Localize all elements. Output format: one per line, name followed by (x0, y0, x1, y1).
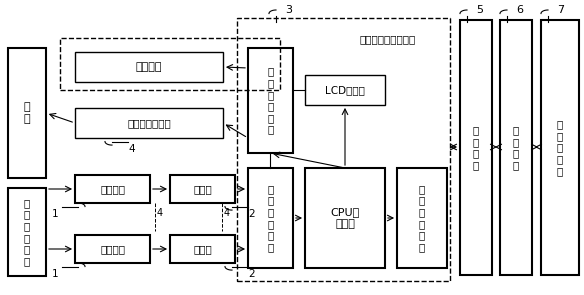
Text: 路
山
设
备: 路 山 设 备 (473, 125, 479, 170)
Bar (500, 20, 532, 275)
Text: 测温探头: 测温探头 (100, 184, 125, 194)
Text: 7: 7 (557, 5, 564, 15)
Text: 5: 5 (476, 5, 483, 15)
Bar (170, 175, 235, 203)
Text: 3: 3 (285, 5, 292, 15)
Bar (75, 235, 150, 263)
Bar (305, 75, 385, 105)
Bar (75, 175, 150, 203)
Bar (8, 188, 46, 276)
Text: LCD显示屏: LCD显示屏 (325, 85, 365, 95)
Bar (8, 48, 46, 178)
Text: 数
据
服
务
器: 数 据 服 务 器 (557, 119, 563, 176)
Text: 信
号
采
集
模
块: 信 号 采 集 模 块 (267, 184, 274, 252)
Text: 网
关
设
备: 网 关 设 备 (513, 125, 519, 170)
Text: 测温探头: 测温探头 (100, 244, 125, 254)
Text: 2: 2 (248, 270, 255, 279)
Bar (60, 38, 280, 90)
Text: 4: 4 (224, 208, 230, 218)
Bar (75, 108, 223, 138)
Bar (305, 168, 385, 268)
Text: 2: 2 (248, 209, 255, 219)
Text: 1: 1 (52, 270, 59, 279)
Text: 终端采集与控制设备: 终端采集与控制设备 (360, 34, 416, 44)
Text: 无
线
网
络
模
块: 无 线 网 络 模 块 (419, 184, 425, 252)
Text: 三相固态继电器: 三相固态继电器 (127, 118, 171, 128)
Text: 1: 1 (52, 209, 59, 219)
Bar (237, 18, 450, 281)
Bar (75, 52, 223, 82)
Text: 6: 6 (516, 5, 523, 15)
Text: 变送器: 变送器 (193, 184, 212, 194)
Text: 4: 4 (157, 208, 163, 218)
Bar (170, 235, 235, 263)
Text: 焊
机: 焊 机 (24, 102, 30, 124)
Bar (248, 168, 293, 268)
Bar (541, 20, 579, 275)
Text: 变送器: 变送器 (193, 244, 212, 254)
Text: CPU处
理模块: CPU处 理模块 (331, 207, 360, 229)
Text: 4: 4 (128, 145, 135, 155)
Text: 输
出
控
制
模
块: 输 出 控 制 模 块 (267, 66, 274, 135)
Bar (460, 20, 492, 275)
Text: 报警装置: 报警装置 (135, 62, 162, 72)
Text: 压
力
容
器
筒
体: 压 力 容 器 筒 体 (24, 198, 30, 266)
Bar (397, 168, 447, 268)
Bar (248, 48, 293, 153)
